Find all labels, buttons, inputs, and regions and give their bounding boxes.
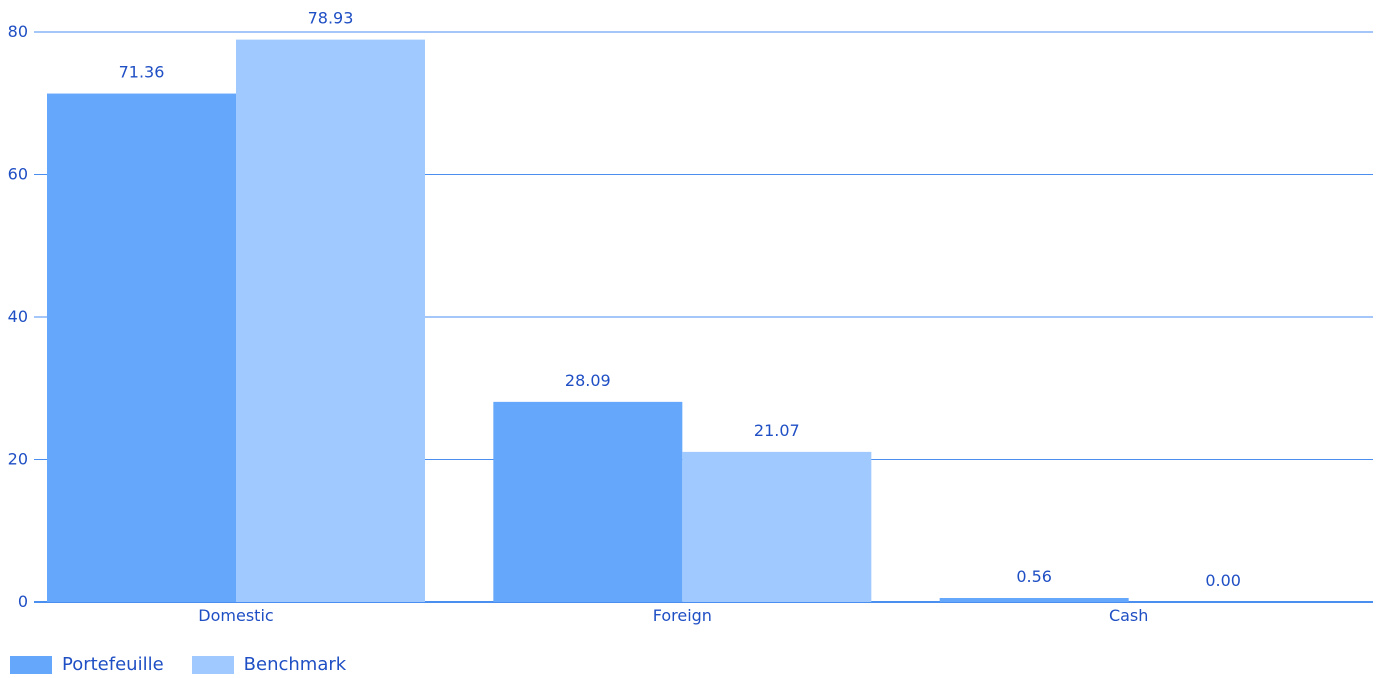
bar-benchmark-foreign bbox=[682, 451, 872, 602]
legend-item-benchmark[interactable]: Benchmark bbox=[191, 654, 347, 675]
legend-label-benchmark: Benchmark bbox=[243, 654, 347, 675]
bar-portefeuille-foreign bbox=[493, 401, 683, 602]
legend-label-portefeuille: Portefeuille bbox=[62, 654, 164, 675]
legend-swatch-benchmark bbox=[191, 655, 234, 674]
data-label: 0.56 bbox=[1016, 567, 1052, 586]
x-tick-label: Domestic bbox=[198, 606, 273, 625]
y-tick-label: 80 bbox=[8, 22, 28, 41]
bar-portefeuille-cash bbox=[939, 598, 1129, 602]
y-tick-label: 40 bbox=[8, 307, 28, 326]
data-labels: 71.36 78.93 28.09 21.07 0.56 0.00 bbox=[119, 9, 1241, 590]
legend-swatch-portefeuille bbox=[10, 655, 52, 674]
data-label: 78.93 bbox=[308, 9, 354, 28]
data-label: 71.36 bbox=[119, 63, 165, 82]
legend: Portefeuille Benchmark bbox=[10, 654, 374, 675]
bars bbox=[47, 39, 1129, 602]
x-axis-ticks: Domestic Foreign Cash bbox=[198, 606, 1148, 625]
x-tick-label: Foreign bbox=[653, 606, 712, 625]
x-tick-label: Cash bbox=[1109, 606, 1148, 625]
y-tick-label: 20 bbox=[8, 450, 28, 469]
data-label: 28.09 bbox=[565, 371, 611, 390]
y-axis-ticks: 0 20 40 60 80 bbox=[8, 22, 28, 611]
legend-item-portefeuille[interactable]: Portefeuille bbox=[10, 654, 164, 675]
data-label: 21.07 bbox=[754, 421, 800, 440]
bar-chart: 0 20 40 60 80 71.36 78.93 28.09 21.07 0.56 0.00 D… bbox=[8, 9, 1373, 625]
data-label: 0.00 bbox=[1205, 571, 1241, 590]
y-tick-label: 60 bbox=[8, 165, 28, 184]
bar-portefeuille-domestic bbox=[47, 93, 236, 602]
bar-benchmark-domestic bbox=[236, 39, 425, 602]
y-tick-label: 0 bbox=[18, 592, 28, 611]
